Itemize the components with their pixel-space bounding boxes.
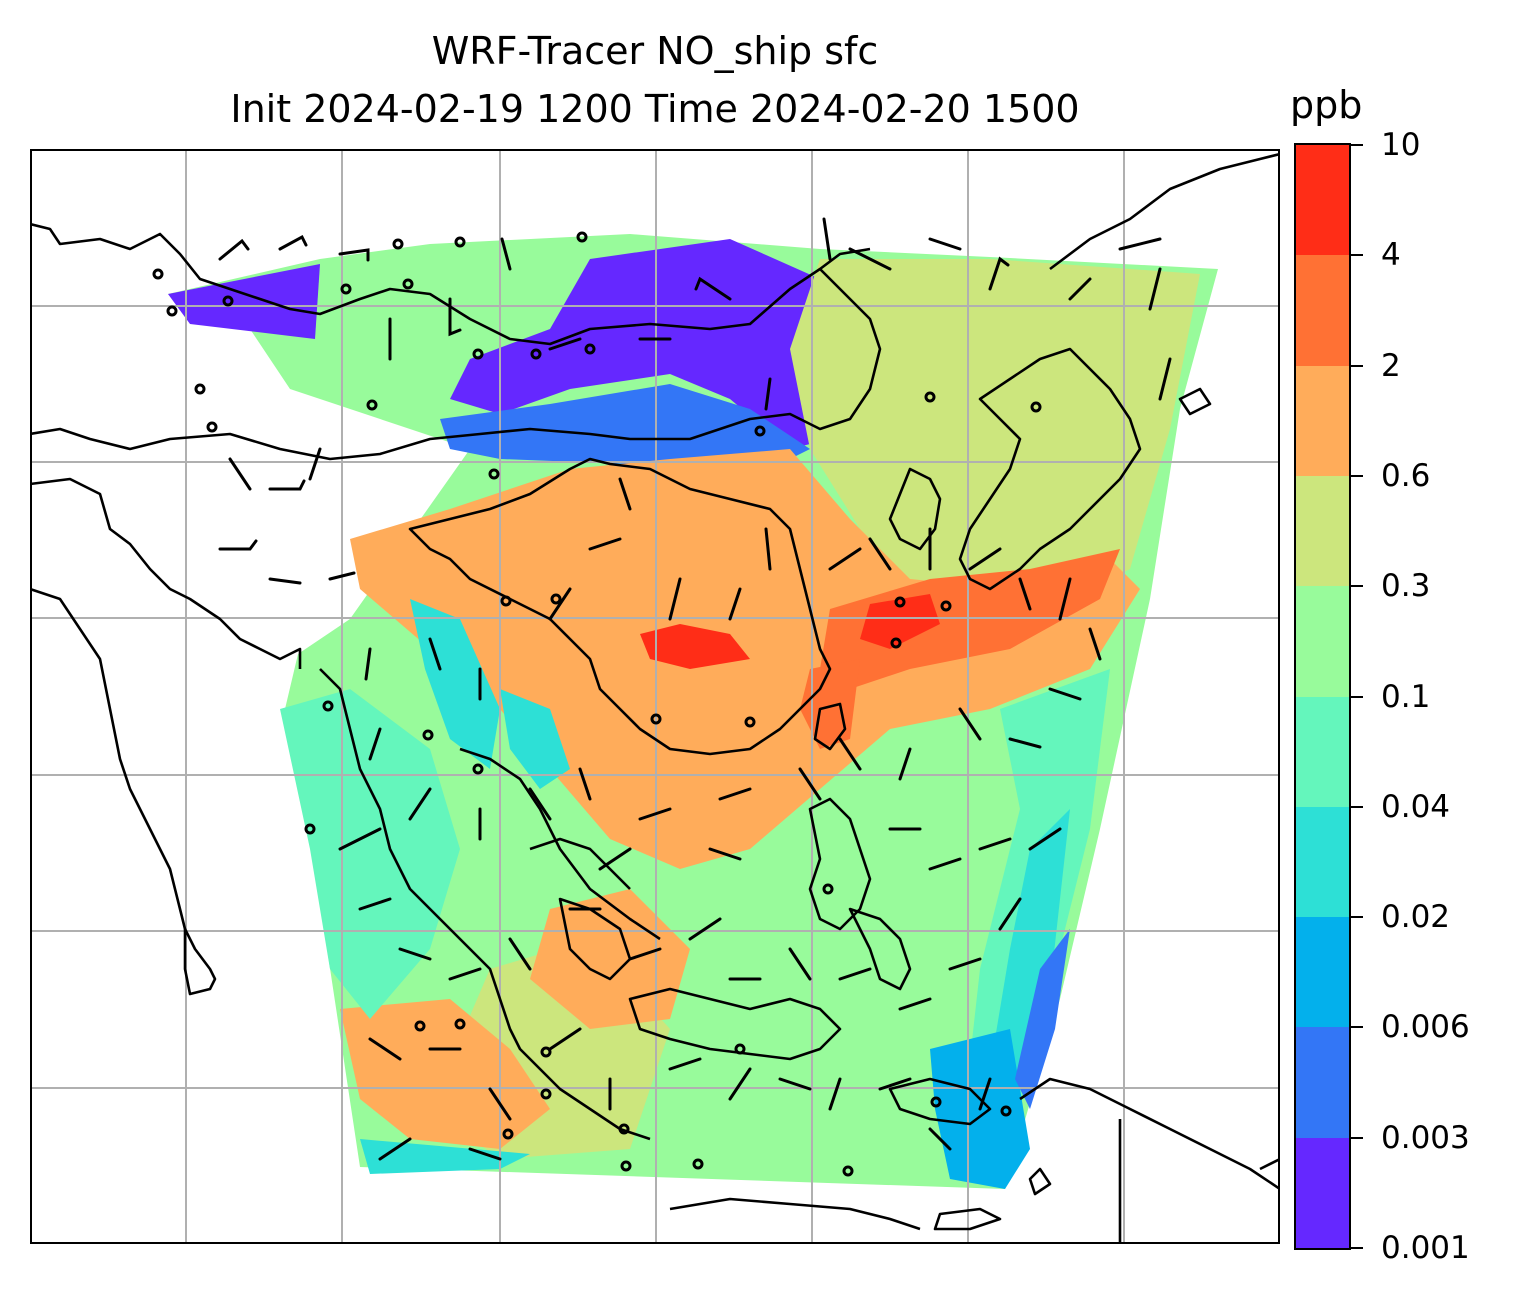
colorbar-tick-label: 4 [1381, 237, 1401, 274]
field-band-teal-west [410, 599, 500, 769]
map-gridlines [30, 149, 1280, 1244]
colorbar [1294, 143, 1351, 1250]
colorbar-unit-label: ppb [1290, 83, 1363, 127]
colorbar-tick [1351, 144, 1363, 146]
colorbar-tick [1351, 805, 1363, 808]
field-band-teal-east [990, 809, 1070, 1089]
colorbar-tick-label: 0.3 [1381, 568, 1431, 605]
field-band-violet [168, 264, 320, 339]
colorbar-tick [1351, 1136, 1363, 1139]
colorbar-segment [1296, 1137, 1349, 1248]
coastlines [30, 152, 1280, 1244]
field-band-blue-east [1015, 929, 1070, 1109]
map-panel [30, 149, 1280, 1244]
field-band-yellowgreen-ne [790, 259, 1200, 619]
field-band-red-core-2 [640, 624, 750, 669]
colorbar-segment [1296, 365, 1349, 476]
colorbar-segment [1296, 145, 1349, 256]
colorbar-segment [1296, 586, 1349, 697]
colorbar-tick [1351, 585, 1363, 588]
colorbar-tick [1351, 695, 1363, 698]
colorbar-tick-label: 0.001 [1381, 1230, 1470, 1266]
colorbar-tick [1351, 254, 1363, 257]
colorbar-tick-label: 0.006 [1381, 1009, 1470, 1046]
chart-title-line-2: Init 2024-02-19 1200 Time 2024-02-20 150… [230, 87, 1080, 131]
colorbar-tick-label: 2 [1381, 347, 1401, 384]
field-band-teal-sea [500, 689, 570, 789]
colorbar-segment [1296, 1027, 1349, 1138]
colorbar-segment [1296, 806, 1349, 918]
colorbar-tick [1351, 1247, 1363, 1249]
colorbar-segment [1296, 475, 1349, 587]
colorbar-segment [1296, 917, 1349, 1028]
colorbar-tick-label: 0.04 [1381, 788, 1451, 825]
colorbar-tick-label: 10 [1381, 127, 1421, 163]
wind-barbs [218, 217, 1172, 1161]
colorbar-tick [1351, 916, 1363, 919]
colorbar-tick-label: 0.1 [1381, 678, 1431, 715]
field-band-cyan-west [280, 689, 460, 1019]
colorbar-tick [1351, 474, 1363, 477]
colorbar-tick-label: 0.003 [1381, 1119, 1470, 1156]
field-band-blue [440, 384, 810, 469]
calm-wind-circles [152, 231, 1042, 1177]
colorbar-tick [1351, 364, 1363, 367]
colorbar-tick-label: 0.02 [1381, 899, 1451, 936]
colorbar-tick-label: 0.6 [1381, 457, 1431, 494]
colorbar-segment [1296, 255, 1349, 366]
colorbar-tick [1351, 1026, 1363, 1029]
chart-title-line-1: WRF-Tracer NO_ship sfc [431, 29, 879, 73]
field-band-red-core [860, 594, 940, 649]
field-band-violet-north [450, 239, 890, 449]
colorbar-segment [1296, 696, 1349, 807]
field-band-orange-south [340, 999, 550, 1149]
field-band-teal-south [360, 1139, 530, 1174]
